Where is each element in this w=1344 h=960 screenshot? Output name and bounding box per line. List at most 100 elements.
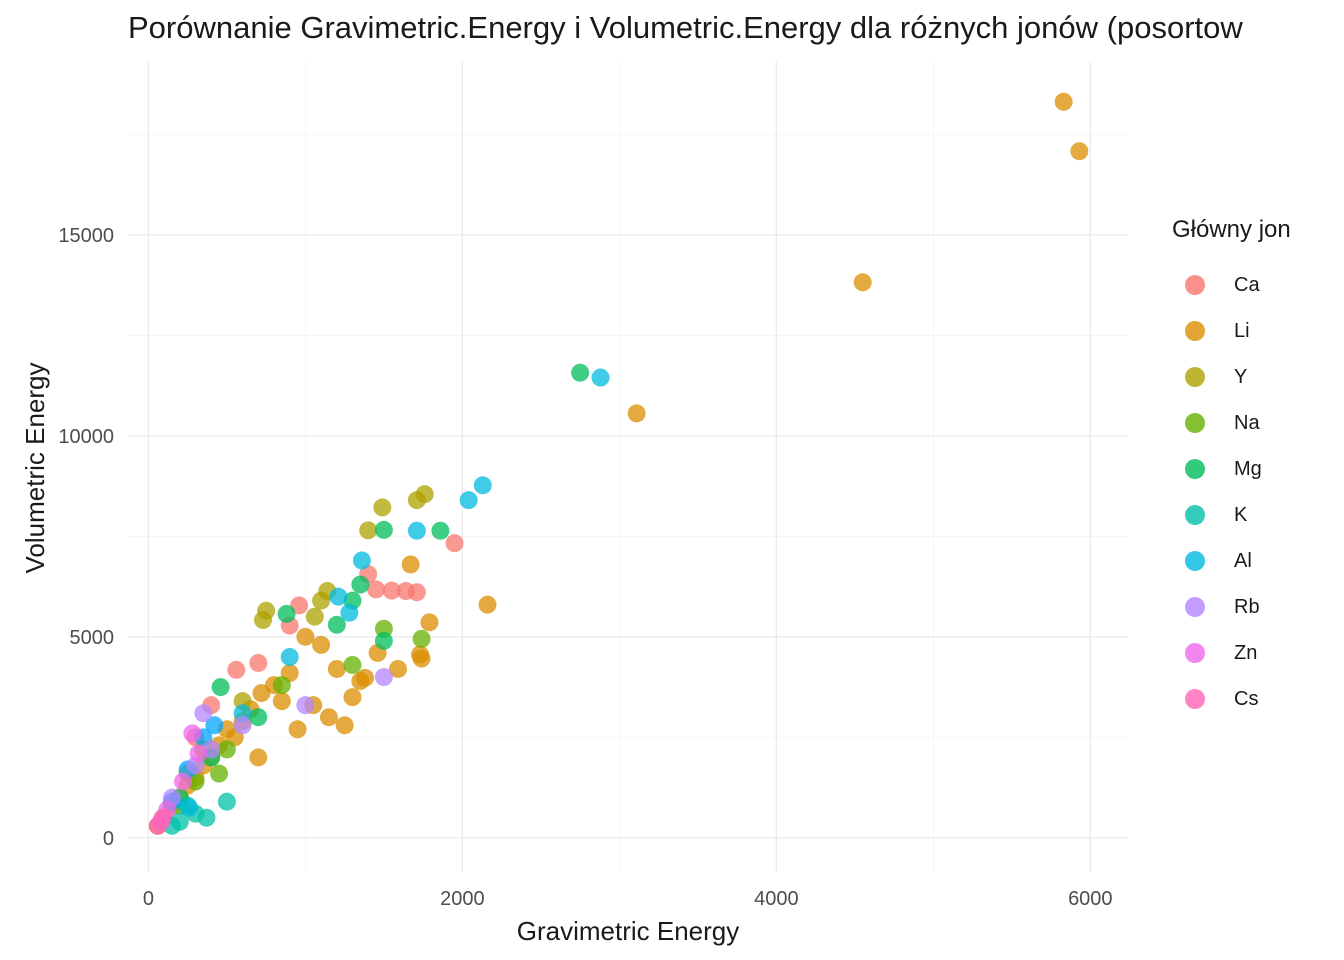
data-point [373, 498, 392, 517]
data-point [296, 627, 315, 646]
data-point [412, 649, 431, 668]
data-point [189, 744, 208, 763]
data-point [272, 692, 291, 711]
data-point [401, 555, 420, 574]
data-point [478, 595, 497, 614]
data-point [180, 798, 199, 817]
data-point [210, 764, 229, 783]
legend-label: Y [1234, 365, 1248, 388]
data-point [173, 772, 192, 791]
legend-key-dot [1185, 413, 1205, 433]
data-point [312, 635, 331, 654]
data-point [343, 688, 362, 707]
chart-title: Porównanie Gravimetric.Energy i Volumetr… [128, 10, 1243, 45]
legend-label: K [1234, 503, 1248, 526]
data-point [359, 521, 378, 540]
y-tick-label: 15000 [58, 225, 114, 247]
data-point [280, 647, 299, 666]
data-point [249, 653, 268, 672]
data-point [277, 604, 296, 623]
data-point [374, 668, 393, 687]
data-point [227, 660, 246, 679]
data-point [407, 583, 426, 602]
legend-item: Zn [1172, 630, 1291, 676]
data-point [374, 631, 393, 650]
data-point [352, 551, 371, 570]
data-point [249, 708, 268, 727]
data-point [374, 520, 393, 539]
y-tick-label: 10000 [58, 426, 114, 448]
data-point [340, 603, 359, 622]
legend-key-dot [1185, 551, 1205, 571]
data-point [351, 672, 370, 691]
legend-label: Al [1234, 549, 1252, 572]
y-tick-label: 5000 [70, 627, 115, 649]
legend-item: Ca [1172, 262, 1291, 308]
data-point [312, 591, 331, 610]
data-point [217, 740, 236, 759]
legend-item: Na [1172, 400, 1291, 446]
legend-key-dot [1185, 275, 1205, 295]
data-point [153, 808, 172, 827]
y-tick-label: 0 [103, 828, 114, 850]
legend-item: Mg [1172, 446, 1291, 492]
data-point [211, 678, 230, 697]
data-point [473, 476, 492, 495]
data-point [319, 708, 338, 727]
legend-key-dot [1185, 321, 1205, 341]
data-point [272, 676, 291, 695]
legend-label: Cs [1234, 687, 1259, 710]
data-point [205, 716, 224, 735]
data-point [217, 792, 236, 811]
data-point [407, 521, 426, 540]
legend-title: Główny jon [1172, 216, 1291, 243]
data-point [431, 521, 450, 540]
x-tick-label: 2000 [440, 888, 485, 910]
data-point [351, 575, 370, 594]
data-point [327, 615, 346, 634]
data-point [296, 696, 315, 715]
legend-key-dot [1185, 459, 1205, 479]
legend-label: Li [1234, 319, 1250, 342]
data-point [327, 659, 346, 678]
data-point [288, 720, 307, 739]
data-point [254, 610, 273, 629]
data-point [407, 491, 426, 510]
data-point [445, 534, 464, 553]
data-point [252, 684, 271, 703]
data-point [627, 404, 646, 423]
data-point [367, 580, 386, 599]
x-tick-label: 4000 [754, 888, 799, 910]
legend: Główny jon Ca Li Y Na Mg K Al Rb Zn Cs [1172, 216, 1291, 722]
data-point [1054, 92, 1073, 111]
data-point [305, 607, 324, 626]
data-point [343, 655, 362, 674]
legend-key-dot [1185, 505, 1205, 525]
x-tick-label: 6000 [1068, 888, 1113, 910]
legend-key-dot [1185, 367, 1205, 387]
data-point [591, 368, 610, 387]
data-point [382, 581, 401, 600]
legend-key-dot [1185, 643, 1205, 663]
legend-label: Mg [1234, 457, 1262, 480]
y-axis-title: Volumetric Energy [20, 363, 50, 574]
legend-item: Cs [1172, 676, 1291, 722]
data-point [389, 659, 408, 678]
legend-items: Ca Li Y Na Mg K Al Rb Zn Cs [1172, 262, 1291, 722]
data-point [412, 629, 431, 648]
legend-item: Li [1172, 308, 1291, 354]
x-tick-label: 0 [143, 888, 154, 910]
x-tick-labels: 0 2000 4000 6000 [143, 888, 1113, 910]
data-point [249, 748, 268, 767]
y-tick-labels: 0 5000 10000 15000 [58, 225, 114, 850]
grid-lines [128, 62, 1128, 872]
legend-item: Y [1172, 354, 1291, 400]
data-point [233, 716, 252, 735]
legend-key-dot [1185, 689, 1205, 709]
data-point [853, 273, 872, 292]
legend-label: Ca [1234, 273, 1260, 296]
legend-label: Zn [1234, 641, 1258, 664]
data-point [183, 724, 202, 743]
data-point [335, 716, 354, 735]
